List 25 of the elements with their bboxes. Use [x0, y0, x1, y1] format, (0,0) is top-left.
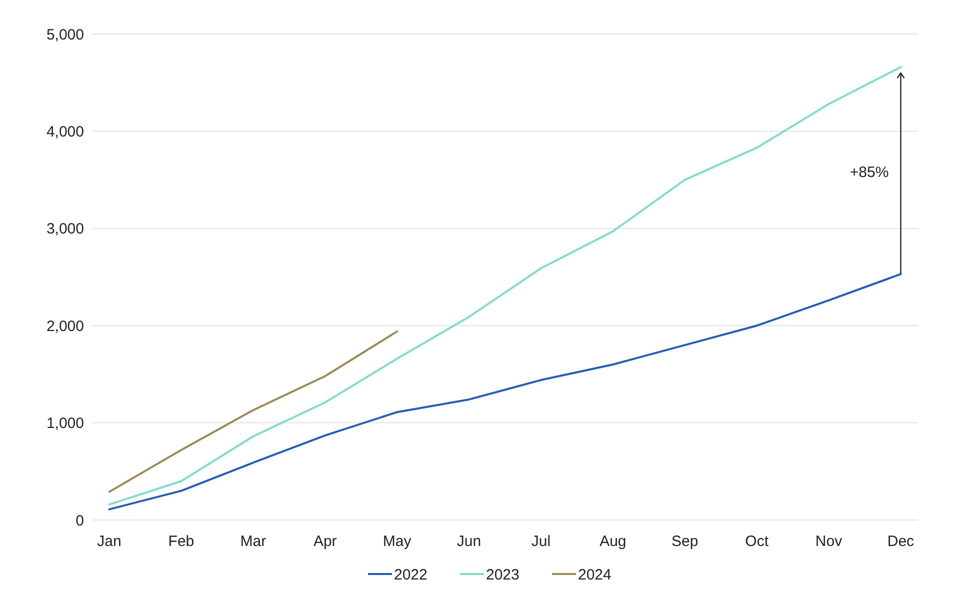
- x-tick-label: Feb: [168, 533, 194, 550]
- legend-label: 2024: [578, 566, 612, 584]
- x-tick-label: Apr: [313, 533, 337, 550]
- x-tick-label: Jun: [456, 533, 482, 550]
- line-series: [108, 330, 398, 493]
- x-tick-label: Dec: [887, 533, 915, 550]
- x-tick-label: Jul: [531, 533, 551, 550]
- annotation: +85%: [850, 164, 889, 181]
- y-tick-label: 2,000: [46, 318, 84, 335]
- x-tick-label: May: [382, 533, 412, 550]
- y-tick-label: 5,000: [46, 26, 84, 44]
- y-tick-label: 4,000: [46, 123, 84, 140]
- x-tick-label: Jan: [97, 533, 122, 550]
- x-tick-label: Nov: [815, 533, 843, 550]
- legend-label: 2023: [486, 566, 520, 584]
- x-tick-label: Oct: [745, 533, 770, 550]
- line-series: [108, 273, 902, 510]
- y-tick-label: 1,000: [46, 415, 84, 432]
- x-tick-label: Aug: [600, 533, 626, 550]
- legend-label: 2022: [394, 566, 428, 584]
- x-tick-label: Mar: [240, 533, 266, 550]
- x-tick-label: Sep: [672, 533, 698, 550]
- line-series: [108, 66, 902, 506]
- y-tick-label: 0: [76, 512, 84, 530]
- y-tick-label: 3,000: [46, 220, 84, 238]
